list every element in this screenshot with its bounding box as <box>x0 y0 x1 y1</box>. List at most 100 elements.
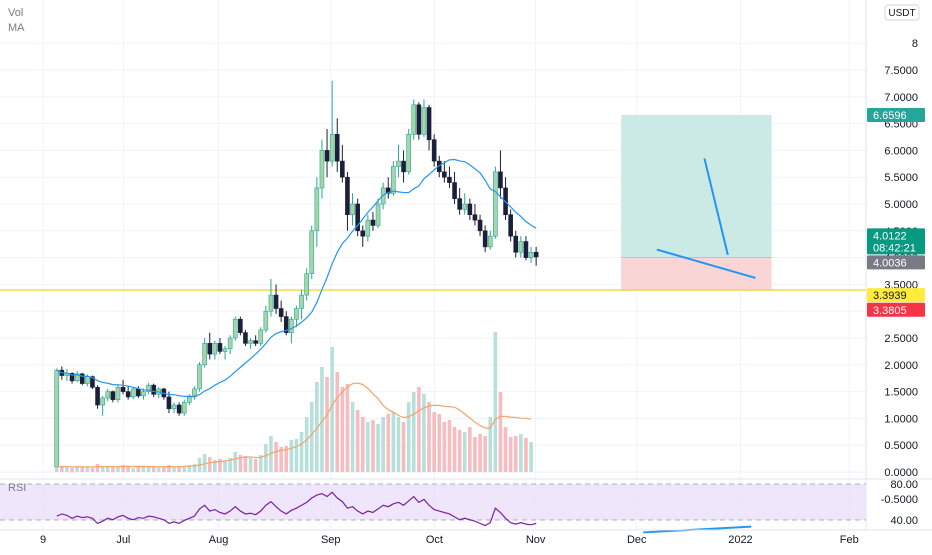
volume-bar <box>146 466 151 472</box>
volume-bar <box>111 467 115 472</box>
time-tick-label: Aug <box>209 534 229 546</box>
volume-bar <box>315 382 319 472</box>
volume-bar <box>100 466 105 472</box>
candle-body <box>436 160 442 173</box>
candle-body <box>345 176 350 216</box>
candle-body <box>375 203 381 226</box>
vol-label: Vol <box>8 7 23 19</box>
candle-body <box>360 230 366 237</box>
time-tick-label: Jul <box>116 534 130 546</box>
candle-body <box>533 251 539 258</box>
target-price-tag-text: 6.6596 <box>873 110 907 122</box>
volume-bar <box>366 422 370 472</box>
volume-bar <box>182 466 187 472</box>
volume-bar <box>90 468 95 472</box>
candle-body <box>197 364 202 390</box>
candle-body <box>518 241 524 253</box>
volume-bar <box>85 467 90 472</box>
candle-body <box>370 219 376 226</box>
candle-body <box>238 318 243 333</box>
price-tick-label: 6.0000 <box>884 145 918 157</box>
candle-body <box>146 384 151 392</box>
volume-bar <box>325 377 329 472</box>
last-price-tag-text: 08:42:21 <box>873 242 916 254</box>
stop-price-tag-bg <box>867 302 925 317</box>
price-ma-line <box>56 158 537 398</box>
volume-bar <box>233 452 238 472</box>
price-tick-label: 1.5000 <box>884 387 918 399</box>
volume-bar <box>202 454 207 472</box>
time-tick-label: 9 <box>40 534 46 546</box>
candle-body <box>416 104 422 135</box>
volume-bar <box>172 466 176 472</box>
candle-body <box>396 160 401 167</box>
candle-body <box>232 318 238 339</box>
profit-zone <box>621 115 772 258</box>
candle-body <box>462 203 468 210</box>
volume-bar <box>442 422 447 472</box>
volume-bar <box>60 466 64 472</box>
price-tick-label: 8 <box>912 38 918 50</box>
candle-body <box>523 241 529 258</box>
candle-body <box>426 107 432 140</box>
volume-bar <box>529 442 533 472</box>
volume-bar <box>223 461 227 472</box>
candle-body <box>447 176 452 183</box>
volume-bar <box>503 427 508 472</box>
volume-bar <box>386 414 391 472</box>
candle-body <box>278 308 284 317</box>
candle-body <box>54 369 60 467</box>
candle-body <box>243 332 248 344</box>
volume-bar <box>488 417 493 472</box>
price-tick-label: 2.5000 <box>884 333 918 345</box>
candle-body <box>329 134 335 162</box>
volume-bar <box>131 468 136 472</box>
horizontal-line-tag: 3.3939 <box>867 288 925 303</box>
price-tick-label: 1.0000 <box>884 413 918 425</box>
candle-body <box>385 187 391 194</box>
volume-bar <box>335 372 340 472</box>
candle-body <box>151 384 156 395</box>
candle-body <box>294 308 299 320</box>
volume-bar <box>167 465 171 472</box>
candle-body <box>79 373 85 384</box>
volume-bar <box>151 467 156 472</box>
currency-badge[interactable] <box>884 4 920 21</box>
volume-bar <box>218 459 222 472</box>
currency-badge-label: USDT <box>888 8 915 19</box>
candle-body <box>136 388 141 397</box>
volume-bar <box>253 459 258 472</box>
candle-body <box>125 391 131 398</box>
candle-body <box>115 387 121 400</box>
candle-body <box>493 171 498 237</box>
candle-body <box>289 318 294 333</box>
volume-bar <box>396 417 401 472</box>
candle-body <box>355 203 360 232</box>
volume-bar <box>350 402 355 472</box>
rsi-tick-label: 40.00 <box>890 515 918 527</box>
volume-bar <box>508 437 513 472</box>
candle-body <box>69 373 75 382</box>
volume-bar <box>437 414 442 472</box>
volume-bar <box>457 430 462 472</box>
volume-bar <box>279 447 283 472</box>
volume-bar <box>284 446 289 472</box>
volume-bar <box>95 464 100 472</box>
candle-body <box>202 343 207 366</box>
volume-bar <box>116 466 120 472</box>
candle-body <box>166 396 172 410</box>
candle-body <box>192 388 197 398</box>
candle-body <box>411 104 417 135</box>
volume-bar <box>391 412 396 472</box>
volume-bar <box>381 417 385 472</box>
candle-body <box>421 107 427 135</box>
volume-bar <box>320 367 324 472</box>
volume-bar <box>309 402 314 472</box>
time-tick-label: Feb <box>840 534 859 546</box>
volume-bar <box>452 427 457 472</box>
rsi-pane <box>0 478 932 534</box>
loss-zone <box>621 257 772 291</box>
